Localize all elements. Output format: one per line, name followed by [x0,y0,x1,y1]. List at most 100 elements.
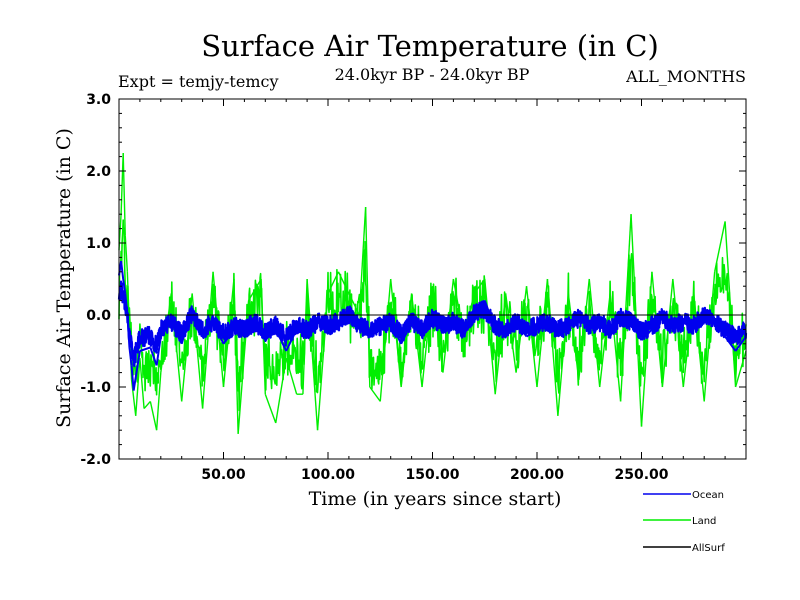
series-peak-land [124,235,129,272]
series-peak-ocean [358,328,371,338]
series-peak-ocean [296,328,308,338]
series-peak-ocean [724,336,737,352]
series-peak-ocean [389,321,403,345]
legend-label-land: Land [692,516,716,527]
y-tick-label: 2.0 [86,164,111,180]
series-peak-ocean [640,328,653,341]
series-peak-ocean [661,314,674,330]
series-peak-ocean [243,321,256,338]
series-peak-ocean [682,321,695,331]
series-peak-land [233,278,239,434]
series-layer [117,152,748,434]
series-peak-land [494,293,507,395]
series-peak-land [348,293,360,316]
series-peak-ocean [410,321,423,338]
series-peak-ocean [128,347,133,366]
x-tick-label: 50.00 [201,467,246,483]
series-peak-ocean [515,321,528,338]
chart-subtitle-center: 24.0kyr BP - 24.0kyr BP [335,65,530,84]
series-peak-ocean [306,321,319,338]
series-peak-land [126,271,131,330]
series-peak-land [734,350,747,388]
series-peak-ocean [201,321,214,338]
series-peak-ocean [285,328,298,352]
series-peak-land [410,293,423,388]
series-peak-ocean [124,293,129,316]
series-peak-ocean [132,350,141,391]
series-peak-ocean [400,321,413,345]
series-peak-land [143,400,151,410]
series-peak-ocean [734,336,747,352]
series-peak-ocean [347,307,361,330]
series-peak-ocean [159,321,173,338]
x-axis-label: Time (in years since start) [309,488,562,510]
series-peak-ocean [264,328,277,341]
y-tick-label: -2.0 [80,452,111,468]
y-tick-label: 0.0 [86,308,111,324]
series-peak-land [337,271,350,294]
y-tick-label: 1.0 [86,236,111,252]
series-peak-ocean [557,328,569,338]
series-peak-land [327,271,340,294]
series-peak-ocean [327,321,340,331]
x-tick-label: 100.00 [301,467,355,483]
series-peak-land [122,152,126,236]
series-peak-land [546,278,559,416]
series-peak-ocean [233,328,245,338]
series-line-ocean [117,280,748,368]
series-peak-land [672,278,684,388]
series-peak-land [557,293,570,416]
series-peak-land [247,278,262,301]
x-tick-label: 150.00 [405,467,459,483]
series-peak-land [358,206,367,316]
series-peak-land [149,401,158,431]
series-peak-ocean [274,328,288,352]
chart-subtitle-right: ALL_MONTHS [625,67,746,86]
series-peak-land [379,278,392,402]
series-peak-ocean [630,321,643,341]
series-peak-land [609,293,622,402]
series-peak-land [364,206,371,388]
series-peak-ocean [651,314,664,330]
series-peak-land [170,293,183,402]
series-peak-land [139,358,145,409]
series-peak-ocean [180,307,194,345]
series-peak-ocean [212,321,225,345]
plot-area: -2.0 -1.0 0.0 1.0 2.0 3.0 50.00 100.00 150.00 200… [80,92,748,483]
series-peak-ocean [316,321,329,331]
legend-label-allsurf: AllSurf [692,543,725,554]
chart-subtitle-left: Expt = temjy-temcy [118,72,279,91]
series-peak-land [400,293,413,388]
series-peak-ocean [222,328,235,345]
series-peak-land [682,293,695,388]
series-peak-ocean [139,346,151,352]
series-peak-ocean [431,314,444,330]
series-peak-ocean [504,321,517,338]
series-peak-land [369,386,381,402]
series-peak-ocean [692,307,706,330]
series-peak-ocean [494,328,507,338]
series-peak-land [619,214,632,402]
series-peak-land [275,358,287,424]
series-peak-land [201,271,214,409]
legend-label-ocean: Ocean [692,490,724,501]
series-peak-land [578,278,590,380]
series-peak-land [724,221,737,388]
series-peak-ocean [122,278,127,294]
legend: Ocean Land AllSurf [643,490,725,554]
series-peak-ocean [609,314,622,338]
series-peak-ocean [442,321,454,331]
series-peak-land [703,271,716,402]
series-peak-land [661,278,674,388]
series-peak-ocean [369,328,381,338]
series-peak-ocean [253,321,267,341]
series-peak-ocean [536,321,549,331]
chart-title: Surface Air Temperature (in C) [201,29,659,63]
series-peak-ocean [155,336,162,366]
series-peak-land [525,286,538,388]
x-tick-label: 250.00 [614,467,668,483]
series-peak-ocean [620,314,632,324]
series-peak-ocean [577,314,591,330]
series-peak-land [640,271,653,427]
series-peak-land [473,278,486,294]
